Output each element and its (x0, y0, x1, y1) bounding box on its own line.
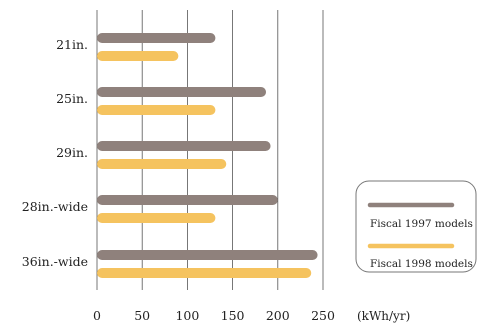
legend-label-fiscal-1997: Fiscal 1997 models (370, 218, 473, 230)
x-tick-labels: 0 50 100 150 200 250 (93, 308, 335, 323)
category-label-0: 21in. (56, 37, 88, 52)
x-tick-0: 0 (93, 308, 101, 323)
legend-label-fiscal-1998: Fiscal 1998 models (370, 258, 473, 270)
category-labels: 21in. 25in. 29in. 28in.-wide 36in.-wide (22, 37, 88, 269)
x-unit-label: (kWh/yr) (357, 309, 410, 323)
category-label-2: 29in. (56, 145, 88, 160)
category-label-1: 25in. (56, 91, 88, 106)
x-tick-100: 100 (175, 308, 199, 323)
legend: Fiscal 1997 models Fiscal 1998 models (355, 180, 477, 273)
x-tick-200: 200 (266, 308, 290, 323)
category-label-4: 36in.-wide (22, 254, 88, 269)
x-tick-50: 50 (134, 308, 150, 323)
x-tick-150: 150 (221, 308, 245, 323)
category-label-3: 28in.-wide (22, 199, 88, 214)
x-tick-250: 250 (311, 308, 335, 323)
bars (97, 33, 318, 278)
